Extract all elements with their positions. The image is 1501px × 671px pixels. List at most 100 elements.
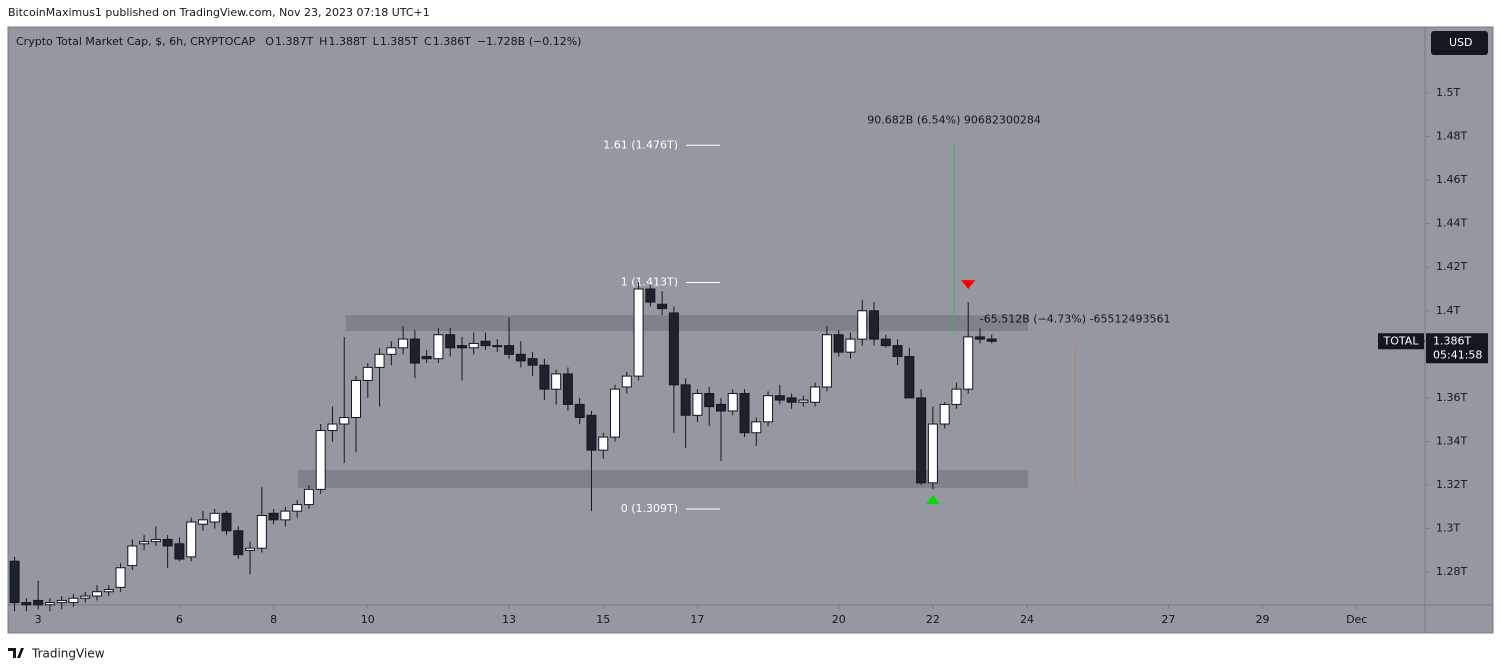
legend-value: 1.388T [328, 35, 366, 48]
candle-body [645, 288, 656, 303]
candle-body [150, 538, 161, 543]
y-tick-label: 1.32T [1436, 478, 1467, 491]
countdown-label: 05:41:58 [1433, 348, 1482, 361]
candle-body [9, 560, 20, 604]
candle-body [362, 366, 373, 381]
candle-body [421, 356, 432, 360]
candle-body [245, 547, 256, 551]
candle-body [504, 345, 515, 355]
currency-button[interactable] [1431, 31, 1488, 55]
candle-body [621, 375, 632, 388]
zone [345, 315, 1029, 332]
x-tick-label: 15 [596, 613, 610, 626]
candle-body [904, 356, 915, 399]
candle-body [398, 338, 409, 349]
candle-body [409, 338, 420, 364]
candle-body [233, 530, 244, 556]
x-tick-label: 6 [176, 613, 183, 626]
candle-body [704, 393, 715, 408]
signal-marker [961, 280, 976, 290]
candle-body [751, 421, 762, 434]
candle-body [303, 488, 314, 506]
candle-body [598, 436, 609, 451]
candle-body [492, 345, 503, 348]
zone [297, 469, 1029, 489]
legend-value: 1.387T [275, 35, 313, 48]
x-tick-label: 24 [1020, 613, 1034, 626]
candle-body [256, 514, 267, 549]
candle-body [68, 597, 79, 604]
candle-body [468, 342, 479, 349]
candle-body [209, 512, 220, 523]
legend-change: −1.728B (−0.12%) [477, 35, 582, 48]
y-tick-label: 1.34T [1436, 434, 1467, 447]
candle-body [810, 386, 821, 403]
fib-label: 0 (1.309T) [621, 502, 678, 515]
candle-body [56, 599, 67, 604]
candle-body [315, 430, 326, 490]
price-tag [1426, 333, 1488, 364]
candle-body [798, 399, 809, 403]
candle-body [633, 288, 644, 377]
y-tick-label: 1.28T [1436, 565, 1467, 578]
candle-body [880, 338, 891, 347]
symbol-tag [1378, 333, 1424, 350]
candle-body [739, 393, 750, 434]
currency-label: USD [1449, 36, 1473, 49]
candle-body [869, 310, 880, 340]
candle-body [174, 543, 185, 560]
candle-body [139, 541, 150, 545]
measure-label: 90.682B (6.54%) 90682300284 [867, 113, 1041, 126]
candle-body [562, 373, 573, 405]
candle-body [186, 521, 197, 558]
candle-body [44, 602, 55, 606]
candle-body [586, 414, 597, 451]
x-tick-label: 8 [270, 613, 277, 626]
symbol-label: TOTAL [1383, 334, 1420, 347]
candle-body [916, 397, 927, 484]
legend-key: O [265, 35, 274, 48]
y-tick-label: 1.46T [1436, 173, 1467, 186]
y-tick-label: 1.5T [1436, 86, 1460, 99]
y-tick-label: 1.36T [1436, 391, 1467, 404]
candle-body [386, 347, 397, 355]
footer: TradingView [31, 647, 105, 661]
y-tick-label: 1.44T [1436, 217, 1467, 230]
frame [7, 26, 1494, 634]
candle-body [268, 512, 279, 521]
candle-body [527, 358, 538, 366]
fib-label: 1 (1.413T) [621, 275, 678, 288]
candle-body [715, 403, 726, 412]
candle-body [162, 538, 173, 547]
measure-label: -65.512B (−4.73%) -65512493561 [980, 312, 1171, 325]
x-tick-label: 27 [1161, 613, 1175, 626]
legend-key: C [424, 35, 432, 48]
candle-body [857, 310, 868, 340]
candle-body [221, 512, 232, 532]
y-tick-label: 1.42T [1436, 260, 1467, 273]
x-tick-label: 3 [35, 613, 42, 626]
candle-body [951, 388, 962, 405]
candle-body [351, 379, 362, 418]
candle-body [21, 602, 32, 606]
candle-body [115, 567, 126, 588]
y-tick-label: 1.4T [1436, 304, 1460, 317]
candle-body [821, 334, 832, 388]
candle-body [480, 340, 491, 347]
candle-body [551, 373, 562, 390]
legend-key: H [319, 35, 327, 48]
candle-body [445, 334, 456, 349]
candle-body [963, 336, 974, 390]
candle-body [727, 393, 738, 412]
candle-body [657, 303, 668, 310]
candle-body [833, 334, 844, 353]
price-axis [1425, 27, 1493, 605]
candle-body [92, 591, 103, 597]
candle-body [974, 336, 985, 340]
candle-body [774, 395, 785, 401]
legend-value: 1.385T [380, 35, 418, 48]
candle-body [103, 589, 114, 593]
header: BitcoinMaximus1 published on TradingView… [8, 6, 430, 19]
